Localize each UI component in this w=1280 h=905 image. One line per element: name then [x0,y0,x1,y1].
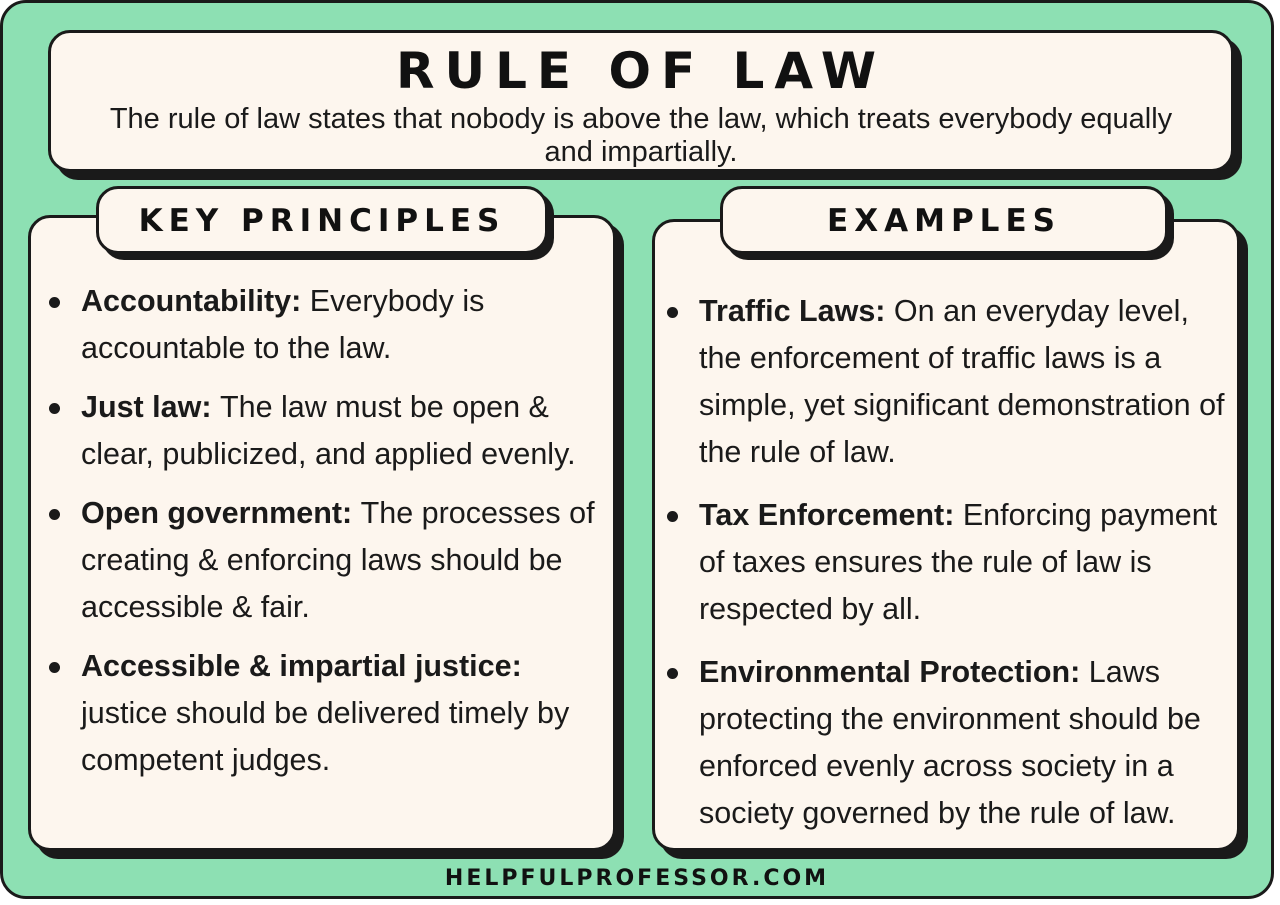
key-principles-heading: KEY PRINCIPLES [96,186,548,254]
item-text: Enforcing payment of taxes ensures the r… [699,498,1218,626]
item-term: Just law: [81,390,220,424]
bullet-icon [49,662,60,673]
bullet-icon [667,511,678,522]
bullet-icon [49,509,60,520]
item-term: Tax Enforcement: [699,498,963,532]
item-text: Everybody is accountable to the law. [81,284,485,365]
item-term: Open government: [81,496,361,530]
item-term: Environmental Protection: [699,655,1089,689]
list-item: Tax Enforcement: Enforcing payment of ta… [667,492,1229,633]
key-principles-panel: Accountability: Everybody is accountable… [28,215,616,851]
item-text: The processes of creating & enforcing la… [81,496,595,624]
item-text: justice should be delivered timely by co… [81,696,570,777]
bullet-icon [667,668,678,679]
list-item: Accessible & impartial justice: justice … [49,643,605,784]
examples-panel: Traffic Laws: On an everyday level, the … [652,219,1240,851]
page-title: RULE OF LAW [395,42,887,100]
examples-list: Traffic Laws: On an everyday level, the … [667,288,1229,853]
examples-heading: EXAMPLES [720,186,1168,254]
key-principles-list: Accountability: Everybody is accountable… [49,278,605,796]
bullet-icon [667,307,678,318]
header-card: RULE OF LAW The rule of law states that … [48,30,1234,172]
list-item: Accountability: Everybody is accountable… [49,278,605,372]
list-item: Open government: The processes of creati… [49,490,605,631]
footer-site-link[interactable]: HELPFULPROFESSOR.COM [444,866,830,891]
bullet-icon [49,297,60,308]
item-text: The law must be open & clear, publicized… [81,390,576,471]
item-term: Traffic Laws: [699,294,894,328]
item-term: Accessible & impartial justice: [81,649,522,683]
item-term: Accountability: [81,284,310,318]
list-item: Traffic Laws: On an everyday level, the … [667,288,1229,476]
item-text: Laws protecting the environment should b… [699,655,1201,830]
list-item: Just law: The law must be open & clear, … [49,384,605,478]
list-item: Environmental Protection: Laws protectin… [667,649,1229,837]
page-subtitle: The rule of law states that nobody is ab… [109,103,1173,168]
bullet-icon [49,403,60,414]
item-text: On an everyday level, the enforcement of… [699,294,1225,469]
